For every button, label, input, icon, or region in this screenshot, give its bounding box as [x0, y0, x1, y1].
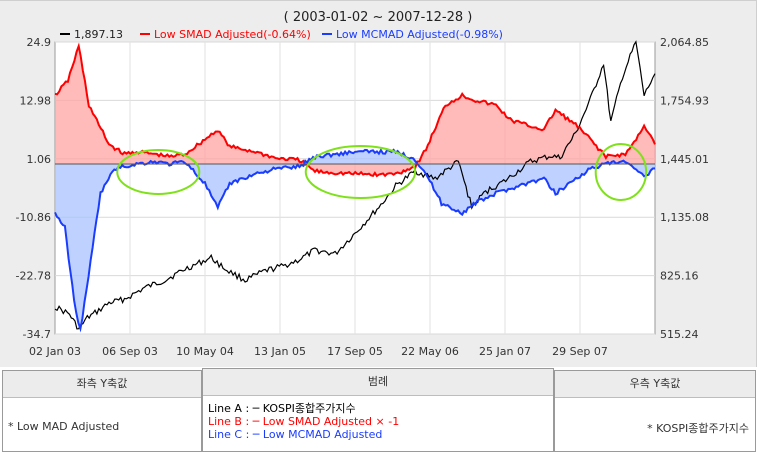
right-tick-label: 1,135.08 — [660, 211, 709, 224]
series-line-0 — [54, 40, 656, 330]
left-axis-panel-value: * Low MAD Adjusted — [8, 420, 120, 433]
right-axis-panel-value: * KOSPI종합주가지수 — [647, 422, 749, 435]
series-line-2 — [54, 148, 656, 333]
series-area-1 — [55, 46, 655, 176]
x-tick-label: 22 May 06 — [401, 345, 459, 358]
left-tick-label: 1.06 — [27, 153, 52, 166]
right-tick-label: 515.24 — [660, 328, 699, 341]
x-tick-label: 10 May 04 — [176, 345, 234, 358]
legend-label: Low SMAD Adjusted(-0.64%) — [154, 28, 311, 41]
left-axis-panel-title: 좌측 Y축값 — [3, 371, 201, 398]
chart-svg: 24.9 2,064.85 12.98 1,754.93 1.06 1,445.01 -10… — [16, 10, 709, 358]
legend-panel-body: Line A : ─ KOSPI종합주가지수 Line B : ─ Low SM… — [203, 396, 553, 447]
right-tick-label: 1,754.93 — [660, 94, 709, 107]
legend-label: 1,897.13 — [74, 28, 123, 41]
x-tick-label: 06 Sep 03 — [102, 345, 158, 358]
legend-label: Low MCMAD Adjusted(-0.98%) — [336, 28, 503, 41]
legend-line-c: Line C : ─ Low MCMAD Adjusted — [208, 428, 383, 441]
right-tick-label: 825.16 — [660, 270, 699, 283]
left-tick-label: 12.98 — [20, 94, 52, 107]
legend-line-b: Line B : ─ Low SMAD Adjusted × -1 — [208, 415, 400, 428]
chart-title: ( 2003-01-02 ~ 2007-12-28 ) — [284, 10, 473, 25]
highlight-ellipse — [594, 142, 648, 201]
right-tick-label: 2,064.85 — [660, 36, 709, 49]
legend-line-a: Line A : ─ KOSPI종합주가지수 — [208, 402, 356, 415]
series-line-1 — [54, 42, 656, 178]
highlight-ellipse — [116, 148, 201, 195]
right-axis-panel-title: 우측 Y축값 — [555, 371, 755, 398]
left-axis-panel: 좌측 Y축값 * Low MAD Adjusted — [2, 370, 202, 452]
x-tick-label: 17 Sep 05 — [327, 345, 383, 358]
right-axis-panel: 우측 Y축값 * KOSPI종합주가지수 — [554, 370, 756, 452]
legend-panel: 범례 Line A : ─ KOSPI종합주가지수 Line B : ─ Low… — [202, 368, 554, 452]
legend-panel-title: 범례 — [203, 369, 553, 396]
highlight-ellipse — [304, 144, 417, 199]
x-tick-label: 29 Sep 07 — [552, 345, 608, 358]
left-tick-label: -34.7 — [23, 328, 51, 341]
left-tick-label: 24.9 — [27, 36, 52, 49]
left-tick-label: -22.78 — [16, 270, 51, 283]
x-tick-label: 02 Jan 03 — [29, 345, 81, 358]
x-tick-label: 13 Jan 05 — [254, 345, 306, 358]
right-tick-label: 1,445.01 — [660, 153, 709, 166]
x-tick-label: 25 Jan 07 — [479, 345, 531, 358]
left-tick-label: -10.86 — [16, 211, 51, 224]
